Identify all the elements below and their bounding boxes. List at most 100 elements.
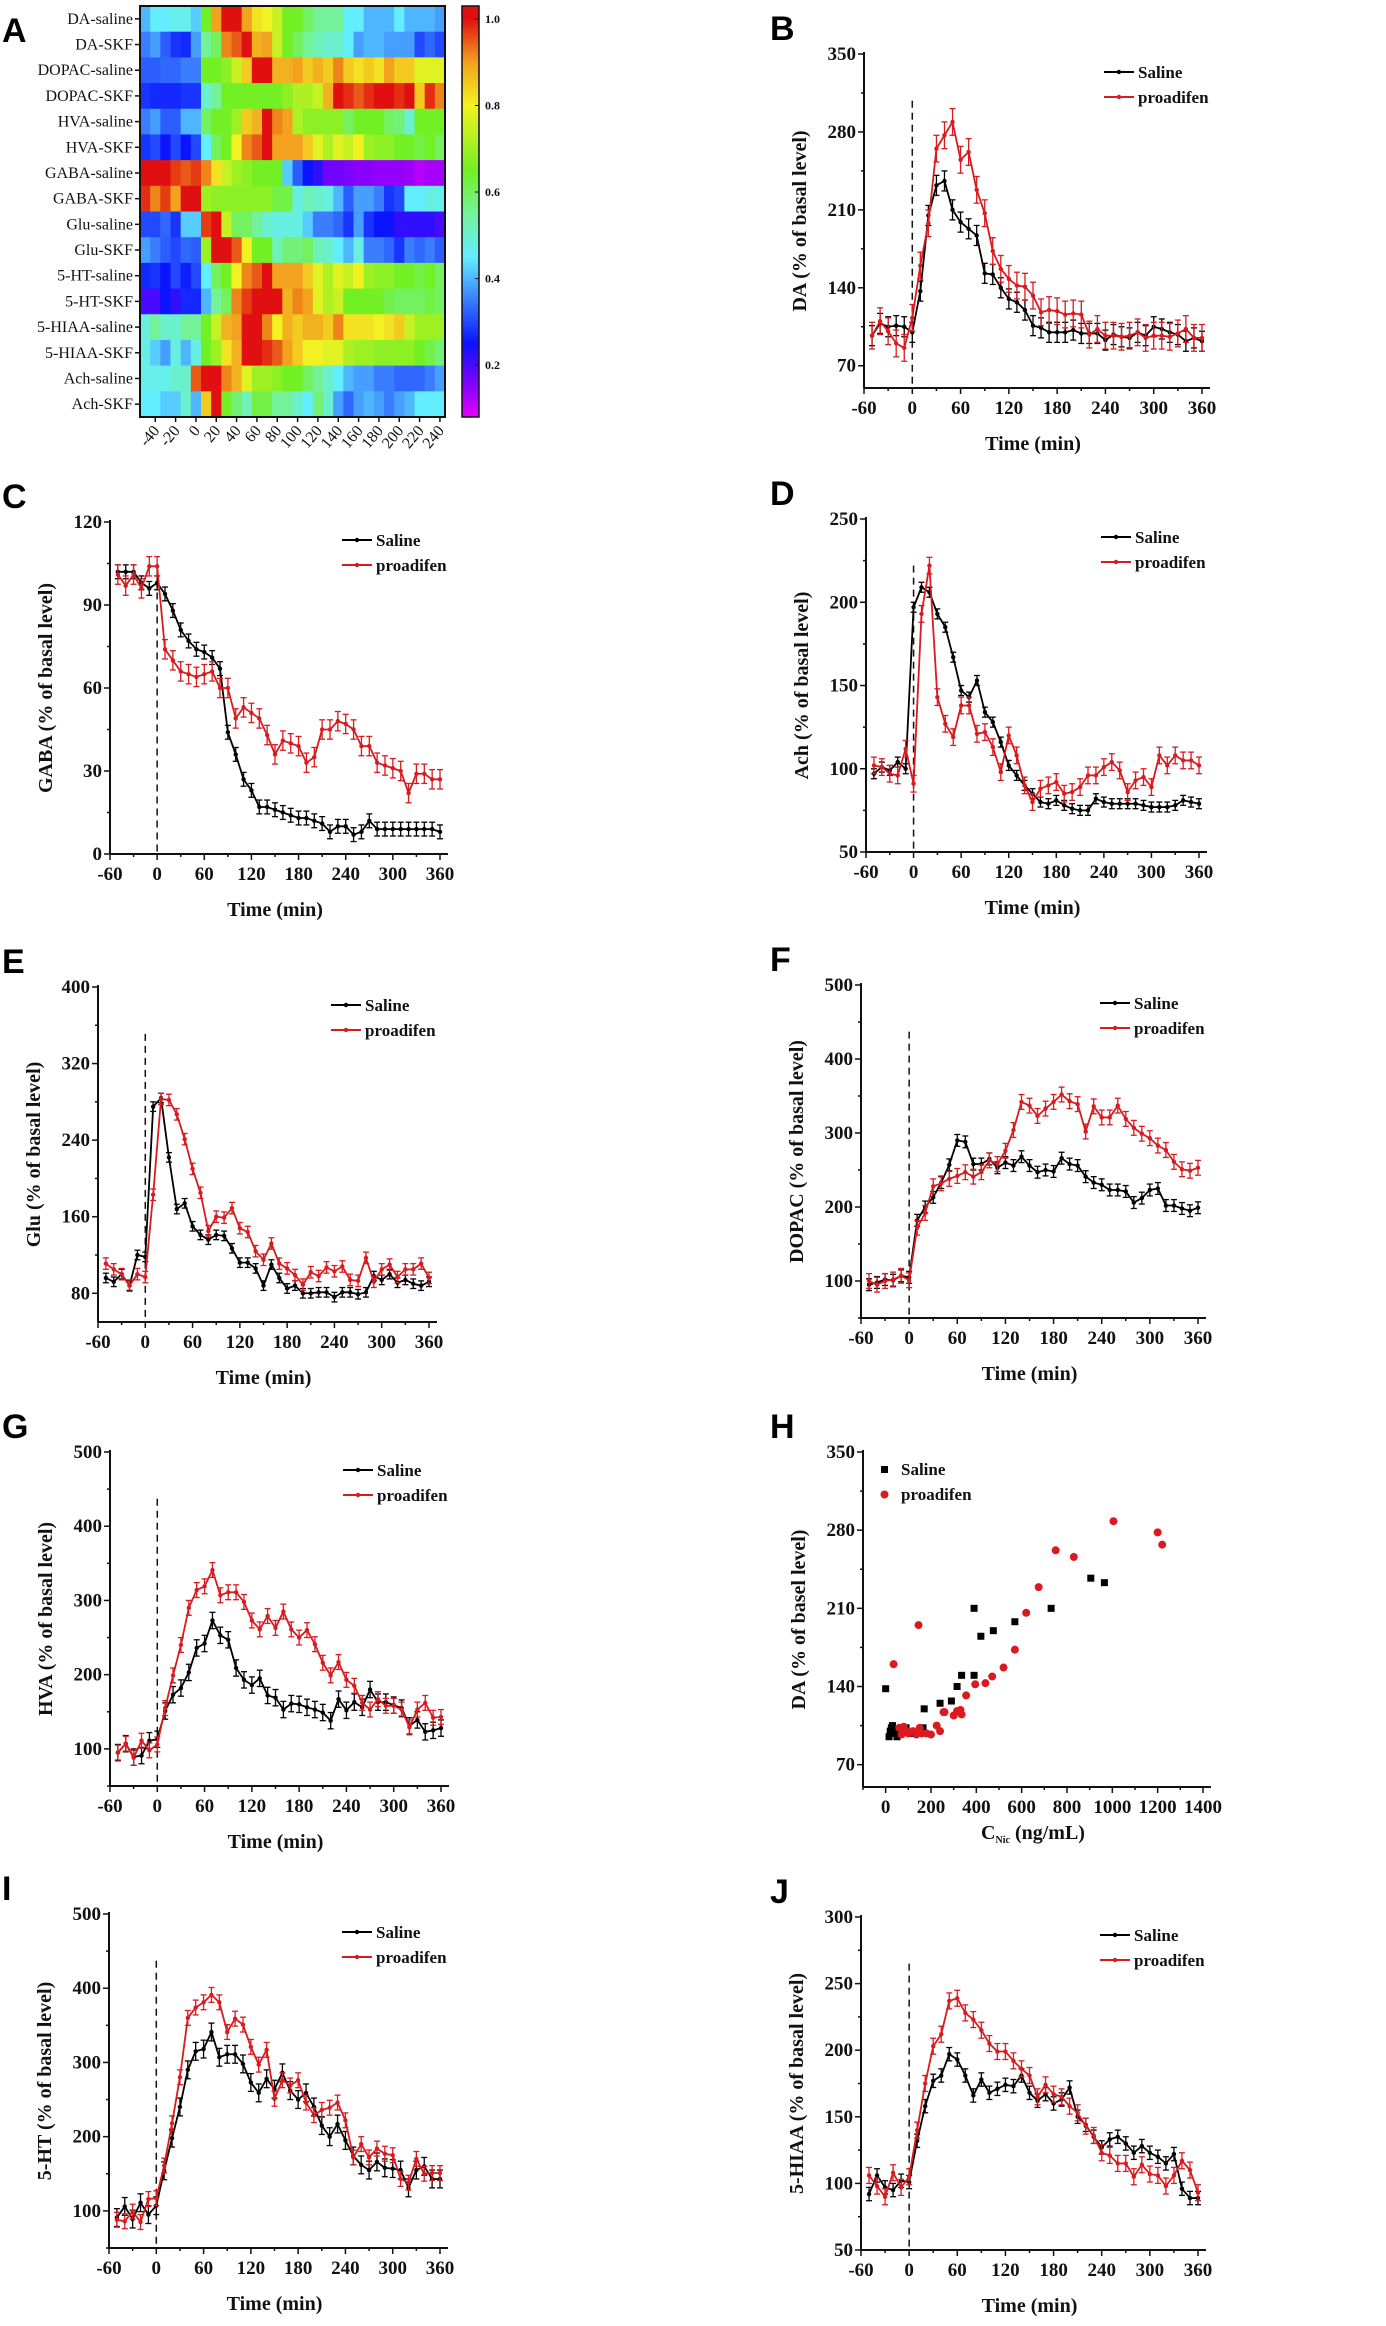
heatmap-cell xyxy=(150,134,161,161)
heatmap-cell xyxy=(201,31,212,58)
heatmap-cell xyxy=(160,185,172,213)
data-point xyxy=(1099,1182,1104,1188)
heatmap-cell xyxy=(190,83,202,110)
data-point xyxy=(1014,300,1020,305)
data-point xyxy=(194,647,199,652)
data-point xyxy=(1139,1131,1145,1136)
data-point xyxy=(1071,311,1076,316)
data-point xyxy=(206,1228,211,1234)
x-tick-label: -60 xyxy=(85,1332,110,1353)
heatmap-cell xyxy=(160,365,172,392)
data-point xyxy=(403,1267,408,1272)
data-point xyxy=(971,2093,976,2098)
heatmap-cell xyxy=(211,211,222,238)
heatmap-cell xyxy=(353,314,365,341)
data-point xyxy=(1019,2066,1024,2072)
heatmap-cell xyxy=(231,57,243,84)
heatmap-cell xyxy=(190,262,202,290)
data-point xyxy=(304,1705,310,1710)
data-point xyxy=(1163,1147,1169,1153)
data-point xyxy=(414,2167,419,2173)
data-point xyxy=(998,769,1003,775)
data-point xyxy=(998,266,1004,272)
data-point xyxy=(324,1290,329,1295)
x-tick-label: -60 xyxy=(96,2258,121,2279)
data-point xyxy=(170,658,176,663)
heatmap-cell xyxy=(363,57,375,84)
data-point xyxy=(1019,1154,1024,1159)
data-point xyxy=(185,2015,191,2021)
data-point xyxy=(241,1599,247,1605)
panel-i: I 100 200 300 400 500 -60 0 60 120 180 240 300 360 5-H… xyxy=(2,1870,454,2315)
data-point xyxy=(281,1707,286,1712)
data-point xyxy=(918,288,923,294)
data-point xyxy=(1171,2151,1177,2157)
heatmap-cell xyxy=(404,31,416,58)
heatmap-cell xyxy=(140,31,151,58)
data-point xyxy=(1075,2110,1080,2116)
data-point xyxy=(1163,1203,1169,1208)
data-point xyxy=(1067,2103,1072,2109)
x-tick-label: -60 xyxy=(97,864,122,885)
heatmap-cell xyxy=(343,185,355,213)
heatmap-cell xyxy=(170,288,182,315)
y-tick-label: 280 xyxy=(828,122,857,143)
data-point xyxy=(882,1685,890,1693)
row-label: 5-HIAA-saline xyxy=(37,319,133,336)
data-point xyxy=(437,777,443,782)
data-point xyxy=(304,1627,310,1633)
x-tick-label: 180 xyxy=(284,2258,313,2279)
heatmap-cell xyxy=(241,185,253,213)
data-point xyxy=(1091,1180,1096,1185)
y-tick-label: 50 xyxy=(839,842,858,863)
x-tick-label: 120 xyxy=(995,398,1024,419)
data-point xyxy=(241,777,246,782)
data-point xyxy=(398,2176,403,2182)
data-point xyxy=(1030,293,1036,298)
data-point xyxy=(150,1104,156,1109)
heatmap-cell xyxy=(180,185,192,213)
heatmap-cell xyxy=(302,391,314,418)
data-point xyxy=(327,2134,332,2139)
data-point xyxy=(1101,799,1107,805)
heatmap-cell xyxy=(190,391,202,418)
heatmap-cell xyxy=(262,288,273,315)
data-point xyxy=(355,1292,361,1297)
data-point xyxy=(990,272,995,277)
data-point xyxy=(1187,2167,1193,2173)
heatmap-cell xyxy=(323,365,334,392)
heatmap-cell xyxy=(333,391,344,418)
data-point xyxy=(422,826,427,832)
data-point xyxy=(950,207,955,213)
heatmap-cell xyxy=(323,160,334,187)
data-point xyxy=(902,324,907,329)
data-point xyxy=(1030,323,1036,328)
data-point xyxy=(335,824,341,829)
data-point xyxy=(947,1176,952,1182)
legend-item-proadifen: proadifen xyxy=(342,556,447,575)
data-point xyxy=(1147,1135,1153,1141)
heatmap-cell xyxy=(272,83,283,110)
heatmap-cell xyxy=(394,134,405,161)
heatmap-cell xyxy=(373,262,385,290)
heatmap-cell xyxy=(414,160,426,187)
heatmap-cell xyxy=(312,262,324,290)
heatmap-cell xyxy=(343,339,355,367)
heatmap-cell xyxy=(323,288,334,315)
heatmap-cell xyxy=(384,262,395,290)
x-tick-label: 360 xyxy=(1185,862,1214,883)
data-point xyxy=(257,1676,262,1681)
data-point xyxy=(1123,1189,1128,1194)
heatmap-cell xyxy=(282,108,294,136)
data-point xyxy=(914,2127,920,2133)
heatmap-cell xyxy=(170,211,182,238)
legend-item-saline: Saline xyxy=(1101,528,1180,547)
data-point xyxy=(336,1659,341,1665)
data-point xyxy=(256,2090,261,2096)
data-point xyxy=(1014,283,1020,288)
data-point xyxy=(966,149,971,155)
x-tick-label: 360 xyxy=(427,1796,456,1817)
heatmap-cell xyxy=(363,339,375,367)
heatmap-cell xyxy=(414,365,426,392)
heatmap-cell xyxy=(434,134,446,161)
